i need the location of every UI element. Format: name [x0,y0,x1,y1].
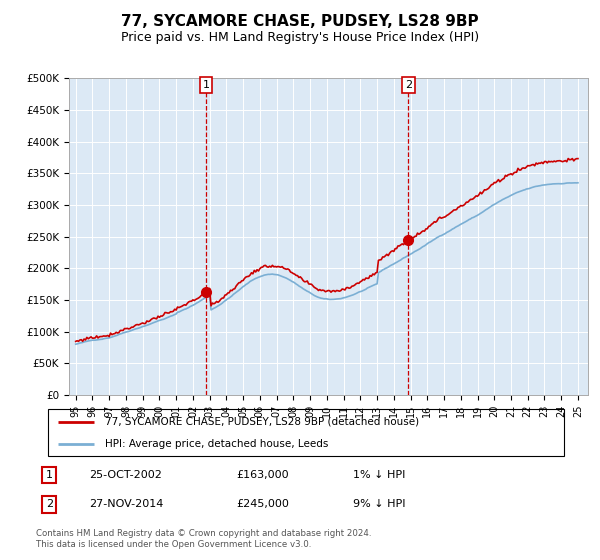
Text: 25-OCT-2002: 25-OCT-2002 [89,470,161,480]
Text: Contains HM Land Registry data © Crown copyright and database right 2024.
This d: Contains HM Land Registry data © Crown c… [36,529,371,549]
Text: 1: 1 [203,80,209,90]
Text: 77, SYCAMORE CHASE, PUDSEY, LS28 9BP (detached house): 77, SYCAMORE CHASE, PUDSEY, LS28 9BP (de… [105,417,419,427]
Text: 2: 2 [405,80,412,90]
Text: 27-NOV-2014: 27-NOV-2014 [89,500,163,510]
Text: 1: 1 [46,470,53,480]
Text: 77, SYCAMORE CHASE, PUDSEY, LS28 9BP: 77, SYCAMORE CHASE, PUDSEY, LS28 9BP [121,14,479,29]
Text: £245,000: £245,000 [236,500,290,510]
Text: £163,000: £163,000 [236,470,289,480]
Text: Price paid vs. HM Land Registry's House Price Index (HPI): Price paid vs. HM Land Registry's House … [121,31,479,44]
Text: 1% ↓ HPI: 1% ↓ HPI [353,470,405,480]
Text: 2: 2 [46,500,53,510]
Text: HPI: Average price, detached house, Leeds: HPI: Average price, detached house, Leed… [105,438,328,449]
Text: 9% ↓ HPI: 9% ↓ HPI [353,500,406,510]
